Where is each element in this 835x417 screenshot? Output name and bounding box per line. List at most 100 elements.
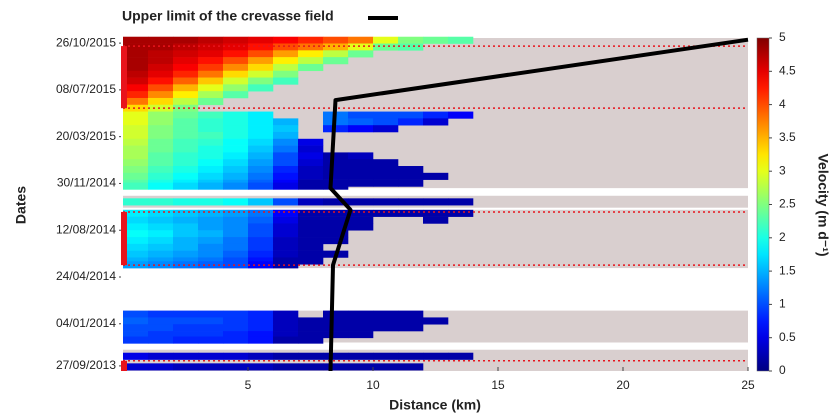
heatmap-cell	[123, 363, 149, 371]
heatmap-cell	[198, 261, 224, 269]
heatmap-cell	[448, 111, 474, 119]
heatmap-cell	[123, 97, 149, 106]
heatmap-cell	[198, 198, 224, 206]
heatmap-cell	[173, 152, 199, 160]
heatmap-cell	[298, 36, 324, 44]
heatmap-cell	[273, 209, 299, 217]
heatmap-cell	[298, 172, 324, 180]
heatmap-cell	[373, 198, 399, 206]
heatmap-cell	[323, 237, 349, 245]
heatmap-cell	[123, 118, 149, 126]
heatmap-cell	[198, 77, 224, 85]
heatmap-cell	[398, 363, 424, 371]
heatmap-cell	[273, 77, 299, 85]
heatmap-cell	[223, 159, 249, 167]
heatmap-cell	[173, 91, 199, 99]
heatmap-cell	[323, 182, 349, 190]
x-tick-label: 25	[741, 378, 755, 392]
heatmap-cell	[248, 166, 274, 174]
heatmap-cell	[273, 182, 299, 190]
heatmap-cell	[173, 104, 199, 112]
heatmap-cell	[123, 36, 149, 44]
heatmap-cell	[198, 84, 224, 92]
heatmap-cell	[248, 352, 274, 360]
heatmap-cell	[198, 43, 224, 51]
heatmap-cell	[248, 84, 274, 92]
heatmap-cell	[348, 310, 374, 318]
heatmap-cell	[223, 310, 249, 318]
heatmap-cell	[373, 166, 399, 174]
heatmap-cell	[348, 179, 374, 187]
heatmap-cell	[398, 43, 424, 51]
heatmap-cell	[198, 97, 224, 106]
heatmap-cell	[348, 125, 374, 133]
heatmap-cell	[448, 198, 474, 206]
heatmap-cell	[173, 324, 199, 332]
heatmap-cell	[348, 363, 374, 371]
heatmap-cell	[348, 111, 374, 119]
heatmap-cell	[298, 159, 324, 167]
heatmap-cell	[273, 261, 299, 269]
heatmap-cell	[198, 125, 224, 133]
heatmap-cell	[323, 310, 349, 318]
heatmap-cell	[148, 131, 174, 140]
heatmap-cell	[348, 331, 374, 339]
heatmap-cell	[123, 131, 149, 140]
heatmap-cell	[273, 50, 299, 58]
heatmap-cell	[398, 36, 424, 44]
heatmap-cell	[373, 125, 399, 133]
heatmap-cell	[148, 166, 174, 174]
heatmap-cell	[173, 131, 199, 140]
heatmap-cell	[298, 50, 324, 58]
heatmap-cell	[273, 216, 299, 224]
heatmap-cell	[173, 363, 199, 371]
heatmap-cell	[173, 230, 199, 238]
heatmap-cell	[148, 97, 174, 106]
heatmap-cell	[348, 198, 374, 206]
highlight-bar	[121, 211, 127, 266]
heatmap-cell	[323, 50, 349, 58]
crevasse-line	[328, 37, 749, 372]
heatmap-cell	[148, 257, 174, 265]
heatmap-cell	[198, 243, 224, 251]
heatmap-cell	[198, 57, 224, 65]
heatmap-cell	[348, 36, 374, 44]
heatmap-cell	[223, 50, 249, 58]
heatmap-cell	[123, 104, 149, 112]
heatmap-cell	[273, 257, 299, 265]
heatmap-cell	[248, 152, 274, 160]
heatmap-cell	[173, 166, 199, 174]
heatmap-cell	[148, 216, 174, 224]
heatmap-cell	[248, 118, 274, 126]
heatmap-cell	[173, 125, 199, 133]
heatmap-cell	[223, 230, 249, 238]
x-tick-label: 20	[616, 378, 630, 392]
heatmap-cell	[248, 50, 274, 58]
heatmap-cell	[248, 159, 274, 167]
heatmap-cell	[173, 223, 199, 231]
heatmap-cell	[148, 243, 174, 251]
heatmap-cell	[198, 324, 224, 332]
heatmap-cell	[248, 43, 274, 51]
heatmap-cell	[298, 324, 324, 332]
heatmap-cell	[323, 352, 349, 360]
heatmap-cell	[198, 70, 224, 78]
heatmap-cell	[198, 152, 224, 160]
heatmap-cell	[273, 172, 299, 180]
heatmap-cell	[248, 125, 274, 133]
heatmap-cell	[223, 77, 249, 85]
heatmap-cell	[448, 209, 474, 217]
y-tick-label: 12/08/2014	[56, 222, 116, 236]
heatmap-cell	[123, 261, 149, 269]
heatmap-cell	[173, 352, 199, 360]
heatmap-cell	[248, 70, 274, 78]
heatmap-cell	[223, 91, 249, 99]
heatmap-cell	[173, 159, 199, 167]
heatmap-cell	[198, 118, 224, 126]
heatmap-cell	[373, 159, 399, 167]
heatmap-cell	[298, 138, 324, 146]
heatmap-cell	[273, 125, 299, 133]
heatmap-cell	[323, 331, 349, 339]
heatmap-cell	[223, 70, 249, 78]
